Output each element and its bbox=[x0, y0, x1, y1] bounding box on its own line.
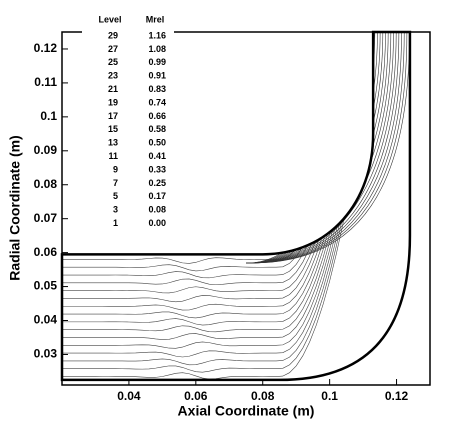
legend-level: 23 bbox=[108, 71, 118, 81]
plot-frame bbox=[61, 31, 431, 386]
legend-value: 0.33 bbox=[148, 164, 166, 174]
legend-value: 0.99 bbox=[148, 57, 166, 67]
legend-level: 15 bbox=[108, 124, 118, 134]
legend-value: 0.74 bbox=[148, 97, 166, 107]
contour-line bbox=[62, 32, 410, 366]
legend-value: 1.16 bbox=[148, 30, 166, 40]
contour-line bbox=[245, 32, 381, 264]
contour-line bbox=[245, 32, 384, 264]
contour-line bbox=[62, 32, 410, 294]
legend-header: Level bbox=[98, 14, 121, 24]
contour-line bbox=[245, 32, 386, 264]
legend-value: 0.50 bbox=[148, 138, 166, 148]
contour-line bbox=[62, 32, 410, 272]
contour-line bbox=[62, 32, 410, 333]
y-tick-label: 0.1 bbox=[40, 109, 57, 123]
y-tick-label: 0.07 bbox=[34, 211, 58, 225]
legend-value: 0.41 bbox=[148, 151, 166, 161]
x-tick-label: 0.04 bbox=[117, 389, 141, 403]
contour-line bbox=[62, 32, 410, 303]
contour-line bbox=[245, 32, 410, 264]
legend-level: 13 bbox=[108, 138, 118, 148]
contour-line bbox=[245, 32, 376, 264]
y-tick-label: 0.08 bbox=[34, 177, 58, 191]
legend-level: 1 bbox=[113, 218, 118, 228]
legend-level: 7 bbox=[113, 178, 118, 188]
contour-line bbox=[62, 32, 410, 373]
contour-line bbox=[62, 32, 410, 279]
contour-line bbox=[62, 32, 410, 340]
contour-line bbox=[62, 32, 410, 358]
legend-value: 1.08 bbox=[148, 44, 166, 54]
y-tick-label: 0.06 bbox=[34, 245, 58, 259]
y-tick-label: 0.05 bbox=[34, 279, 58, 293]
contour-line bbox=[245, 32, 402, 264]
legend-level: 27 bbox=[108, 44, 118, 54]
x-tick-label: 0.12 bbox=[385, 389, 409, 403]
x-tick-label: 0.06 bbox=[184, 389, 208, 403]
contour-line bbox=[62, 32, 410, 319]
legend-value: 0.83 bbox=[148, 84, 166, 94]
legend-level: 19 bbox=[108, 97, 118, 107]
legend-value: 0.66 bbox=[148, 111, 166, 121]
legend-level: 21 bbox=[108, 84, 118, 94]
x-tick-label: 0.1 bbox=[321, 389, 338, 403]
legend-level: 3 bbox=[113, 205, 118, 215]
contour-line bbox=[245, 32, 405, 264]
contour-line bbox=[245, 32, 408, 264]
y-tick-label: 0.04 bbox=[34, 313, 58, 327]
x-axis-title: Axial Coordinate (m) bbox=[178, 403, 315, 419]
wall bbox=[60, 30, 412, 382]
contour-line bbox=[62, 32, 410, 349]
contour-line bbox=[62, 32, 410, 311]
contour-line bbox=[245, 32, 392, 264]
legend-value: 0.25 bbox=[148, 178, 166, 188]
legend-value: 0.08 bbox=[148, 205, 166, 215]
contour-line bbox=[245, 32, 389, 264]
x-tick-label: 0.08 bbox=[251, 389, 275, 403]
legend-level: 5 bbox=[113, 191, 118, 201]
legend-level: 11 bbox=[108, 151, 118, 161]
contour-line bbox=[62, 32, 410, 286]
legend-value: 0.91 bbox=[148, 71, 166, 81]
y-tick-label: 0.09 bbox=[34, 143, 58, 157]
y-axis-title: Radial Coordinate (m) bbox=[7, 135, 23, 280]
legend-level: 17 bbox=[108, 111, 118, 121]
contour-line bbox=[245, 32, 378, 264]
legend-value: 0.58 bbox=[148, 124, 166, 134]
legend-level: 29 bbox=[108, 30, 118, 40]
contour-line bbox=[62, 32, 410, 380]
y-tick-label: 0.12 bbox=[34, 41, 58, 55]
legend-level: 25 bbox=[108, 57, 118, 67]
y-tick-label: 0.03 bbox=[34, 347, 58, 361]
legend-value: 0.00 bbox=[148, 218, 166, 228]
legend-value: 0.17 bbox=[148, 191, 166, 201]
y-tick-label: 0.11 bbox=[34, 75, 57, 89]
legend-level: 9 bbox=[113, 164, 118, 174]
contour-line bbox=[62, 32, 410, 264]
legend-box bbox=[82, 12, 174, 244]
legend-header: Mrel bbox=[146, 14, 165, 24]
contour-line bbox=[62, 32, 410, 326]
